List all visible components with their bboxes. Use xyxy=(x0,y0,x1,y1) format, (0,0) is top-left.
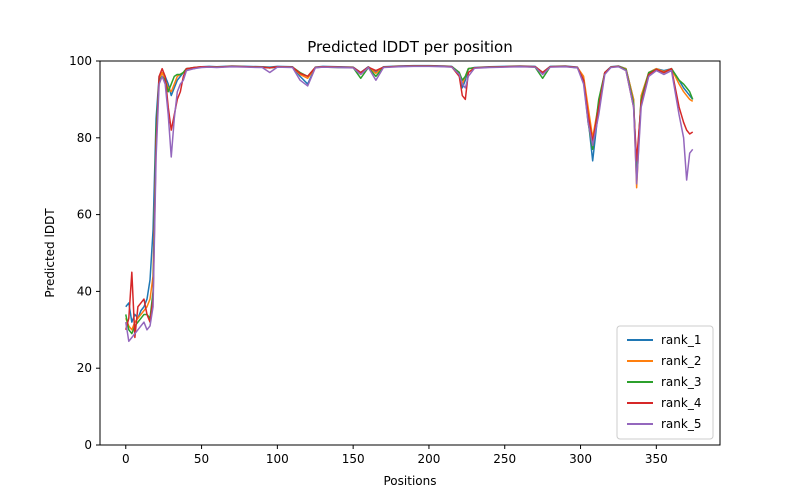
legend-label-rank_3: rank_3 xyxy=(661,375,701,389)
y-tick-label: 60 xyxy=(77,208,92,222)
x-tick-label: 300 xyxy=(569,452,592,466)
chart-title: Predicted lDDT per position xyxy=(307,38,512,56)
plot-frame xyxy=(99,60,721,446)
x-tick-label: 250 xyxy=(493,452,516,466)
series-lines xyxy=(125,64,694,343)
y-tick-label: 100 xyxy=(69,54,92,68)
x-axis-label: Positions xyxy=(384,474,437,488)
y-tick-label: 80 xyxy=(77,131,92,145)
x-tick-label: 50 xyxy=(194,452,209,466)
x-axis: 0 50 100 150 200 250 300 350 xyxy=(122,445,668,466)
legend-label-rank_1: rank_1 xyxy=(661,333,701,347)
y-tick-label: 0 xyxy=(84,438,92,452)
y-tick-label: 40 xyxy=(77,284,92,298)
x-tick-label: 200 xyxy=(417,452,440,466)
x-tick-label: 100 xyxy=(266,452,289,466)
legend-label-rank_2: rank_2 xyxy=(661,354,701,368)
legend-label-rank_5: rank_5 xyxy=(661,417,701,431)
legend-box xyxy=(616,325,714,440)
legend: rank_1 rank_2 rank_3 rank_4 rank_5 xyxy=(616,325,714,440)
y-tick-label: 20 xyxy=(77,361,92,375)
series-line-rank_5 xyxy=(125,65,694,343)
y-axis: 0 20 40 60 80 100 xyxy=(69,54,100,452)
y-axis-label: Predicted lDDT xyxy=(43,208,57,298)
series-line-rank_1 xyxy=(125,64,694,323)
series-line-rank_2 xyxy=(125,65,694,331)
legend-label-rank_4: rank_4 xyxy=(661,396,701,410)
x-tick-label: 150 xyxy=(342,452,365,466)
series-line-rank_3 xyxy=(125,65,694,335)
x-tick-label: 350 xyxy=(645,452,668,466)
series-line-rank_4 xyxy=(125,65,694,339)
x-tick-label: 0 xyxy=(122,452,130,466)
